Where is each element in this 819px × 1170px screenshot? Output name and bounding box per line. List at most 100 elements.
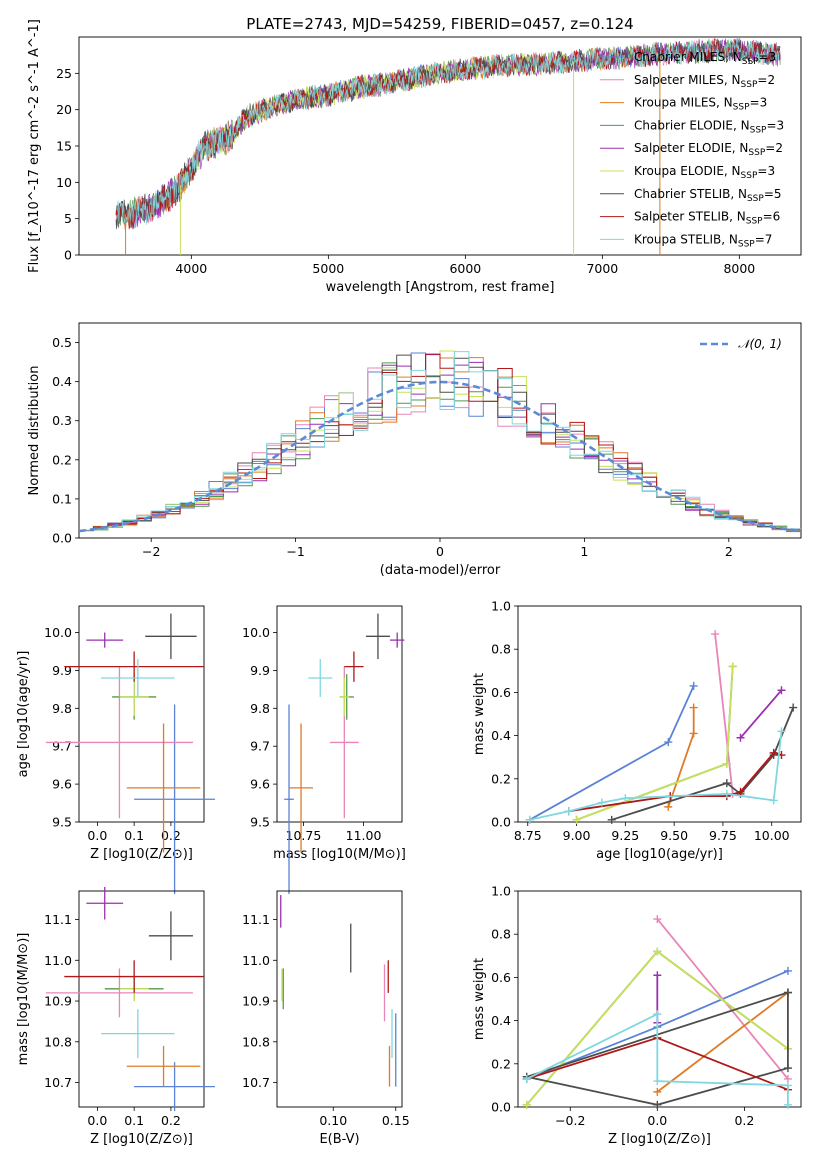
gaussian-curve	[79, 380, 801, 533]
z-mass-frame	[78, 890, 205, 1108]
mass-age-xlabel: mass [log10(M/M⊙)]	[273, 847, 406, 862]
weight-marker	[664, 802, 673, 811]
x-tick-label: 0.0	[647, 1113, 667, 1128]
weight-line	[656, 991, 789, 1093]
z-mass-xlabel: Z [log10(Z/Z⊙)]	[90, 1132, 193, 1147]
y-tick-label: 11.1	[242, 912, 270, 927]
histogram-ylabel: Normed distribution	[27, 366, 42, 496]
x-tick-label: 11.00	[346, 828, 382, 843]
weight-marker	[564, 807, 573, 816]
spectrum-title: PLATE=2743, MJD=54259, FIBERID=0457, z=0…	[246, 15, 633, 33]
y-tick-label: 10	[56, 175, 72, 190]
y-tick-label: 0.2	[491, 771, 511, 786]
x-tick-label: 9.25	[611, 828, 639, 843]
x-tick-label: 9.00	[563, 828, 591, 843]
weight-marker	[789, 703, 798, 712]
legend-entry: Kroupa MILES, NSSP=3	[634, 96, 767, 113]
z-weight-series	[522, 915, 792, 1109]
x-tick-label: 0.1	[124, 1113, 144, 1128]
weight-marker	[653, 1010, 662, 1019]
weight-marker	[653, 1100, 662, 1109]
x-tick-label: 2	[725, 544, 733, 559]
age-weight-series	[525, 630, 798, 824]
age-weight-xlabel: age [log10(age/yr)]	[596, 847, 723, 862]
z-mass-axes: 0.0 0.1 0.2 10.7 10.8 10.9 11.0 11.1 Z [log10(Z/…	[16, 890, 205, 1147]
y-tick-label: 0.1	[52, 491, 72, 506]
y-tick-label: 10.9	[242, 994, 270, 1009]
weight-marker	[769, 748, 778, 757]
spectrum-line	[115, 38, 781, 230]
weight-marker	[783, 966, 792, 975]
weight-marker	[664, 738, 673, 747]
weight-marker	[653, 1087, 662, 1096]
age-weight-ylabel: mass weight	[472, 673, 487, 755]
y-tick-label: 0	[64, 248, 72, 263]
legend-entry: Salpeter STELIB, NSSP=6	[634, 210, 780, 227]
z-age-xlabel: Z [log10(Z/Z⊙)]	[90, 847, 193, 862]
y-tick-label: 1.0	[491, 599, 511, 614]
weight-marker	[597, 798, 606, 807]
x-tick-label: 7000	[586, 261, 618, 276]
weight-marker	[621, 794, 630, 803]
weight-line	[611, 707, 795, 821]
weight-marker	[689, 703, 698, 712]
y-tick-label: 9.9	[52, 663, 72, 678]
y-tick-label: 9.8	[52, 701, 72, 716]
weight-line	[714, 634, 734, 794]
y-tick-label: 10.0	[44, 625, 72, 640]
y-tick-label: 10.8	[44, 1034, 72, 1049]
spectrum-line	[115, 39, 781, 225]
x-tick-label: −0.2	[555, 1113, 585, 1128]
y-tick-label: 0.4	[491, 728, 511, 743]
y-tick-label: 0.5	[52, 335, 72, 350]
y-tick-label: 0.4	[52, 374, 72, 389]
y-tick-label: 0.8	[491, 642, 511, 657]
y-tick-label: 15	[56, 139, 72, 154]
legend-entry: 𝒩(0, 1)	[738, 337, 782, 351]
y-tick-label: 10.0	[242, 625, 270, 640]
z-age-axes: 0.0 0.1 0.2 9.5 9.6 9.7 9.8 9.9 10.0 Z [log10(Z/Z…	[16, 605, 205, 862]
x-tick-label: −2	[142, 544, 160, 559]
legend-entry: Chabrier MILES, NSSP=3	[634, 50, 776, 67]
y-tick-label: 10.8	[242, 1034, 270, 1049]
z-weight-ylabel: mass weight	[472, 958, 487, 1040]
y-tick-label: 20	[56, 102, 72, 117]
x-tick-label: 8000	[723, 261, 755, 276]
z-weight-axes: −0.2 0.0 0.2 0.0 0.2 0.4 0.6 0.8 1.0 Z [log10(Z/Z…	[472, 884, 802, 1147]
x-tick-label: 9.50	[660, 828, 688, 843]
ebv-mass-points	[280, 895, 397, 1087]
histogram-series	[79, 354, 801, 531]
y-tick-label: 0.6	[491, 970, 511, 985]
weight-line	[667, 707, 695, 808]
x-tick-label: 9.75	[709, 828, 737, 843]
weight-marker	[736, 787, 745, 796]
weight-marker	[653, 915, 662, 924]
weight-marker	[722, 789, 731, 798]
y-tick-label: 5	[64, 211, 72, 226]
legend-entry: Chabrier STELIB, NSSP=5	[634, 187, 782, 204]
x-tick-label: 0.1	[124, 828, 144, 843]
weight-marker	[777, 686, 786, 695]
legend-entry: Kroupa ELODIE, NSSP=3	[634, 164, 775, 181]
legend-entry: Salpeter ELODIE, NSSP=2	[634, 141, 783, 158]
y-tick-label: 10.7	[44, 1075, 72, 1090]
weight-marker	[783, 1064, 792, 1073]
y-tick-label: 11.0	[242, 953, 270, 968]
histogram-series	[79, 351, 801, 531]
y-tick-label: 0.2	[52, 452, 72, 467]
histogram-axes: −2 −1 0 1 2 0.0 0.1 0.2 0.3 0.4 0.5 (data-model)/er…	[27, 322, 802, 578]
x-tick-label: 5000	[312, 261, 344, 276]
weight-marker	[783, 1081, 792, 1090]
x-tick-label: 0.0	[87, 828, 107, 843]
weight-marker	[572, 815, 581, 824]
y-tick-label: 9.6	[52, 777, 72, 792]
z-age-points	[45, 613, 216, 894]
weight-marker	[728, 662, 737, 671]
histogram-legend: 𝒩(0, 1)	[700, 337, 782, 351]
x-tick-label: 6000	[449, 261, 481, 276]
legend-entry: Salpeter MILES, NSSP=2	[634, 73, 775, 90]
y-tick-label: 9.9	[250, 663, 270, 678]
ebv-mass-axes: 0.10 0.15 10.7 10.8 10.9 11.0 11.1 E(B-V)	[242, 890, 410, 1147]
y-tick-label: 1.0	[491, 884, 511, 899]
